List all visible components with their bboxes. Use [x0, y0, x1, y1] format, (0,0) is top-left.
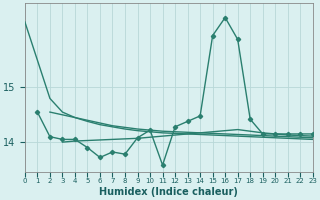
X-axis label: Humidex (Indice chaleur): Humidex (Indice chaleur) [100, 187, 238, 197]
